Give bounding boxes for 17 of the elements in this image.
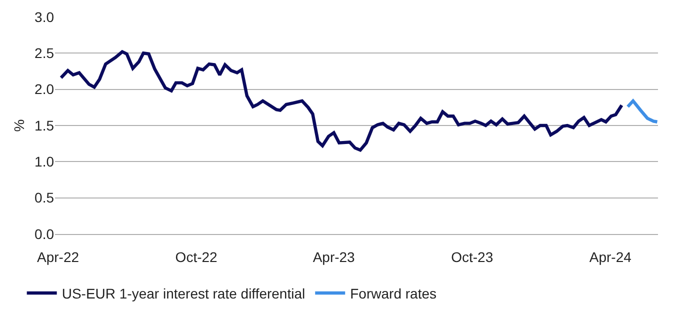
line-series [59,50,624,152]
y-axis-title: % [11,119,28,132]
x-tick-label: Oct-23 [451,248,494,265]
legend-label: US-EUR 1-year interest rate differential [62,285,306,302]
y-tick-label: 1.5 [34,117,54,134]
y-tick-label: 3.0 [34,8,54,25]
x-tick-label: Apr-22 [37,248,80,265]
y-tick-label: 2.5 [34,45,54,62]
y-tick-label: 1.0 [34,154,54,170]
line-series [626,99,658,124]
y-tick-label: 2.0 [34,81,54,98]
y-tick-label: 0.5 [34,190,54,206]
x-tick-label: Apr-24 [589,248,632,265]
y-tick-label: 0.0 [34,226,54,242]
legend-label: Forward rates [350,285,436,302]
x-tick-label: Apr-23 [312,248,356,265]
x-tick-label: Oct-22 [175,248,218,265]
